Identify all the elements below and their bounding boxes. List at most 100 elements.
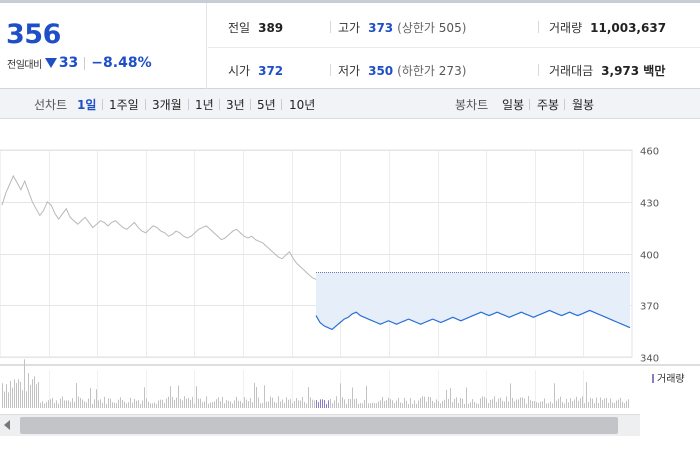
volume-bar (460, 398, 461, 408)
volume-bar (218, 397, 219, 408)
volume-bar (268, 401, 269, 408)
volume-bar (126, 403, 127, 408)
volume-bar (576, 396, 577, 408)
period-5y[interactable]: 5년 (257, 98, 276, 112)
candle-daily[interactable]: 일봉 (502, 98, 525, 112)
volume-bar (582, 396, 583, 408)
volume-bar (478, 403, 479, 408)
volume-bar (444, 399, 445, 408)
volume-bar (136, 400, 137, 408)
volume-bar (108, 398, 109, 408)
volume-bar (340, 383, 341, 408)
volume-bar (400, 402, 401, 408)
volume-bar (112, 402, 113, 408)
stat-prev-close: 전일 389 (228, 19, 283, 36)
volume-bar (558, 398, 559, 408)
volume-bar (410, 398, 411, 408)
stat-value: 373 (368, 20, 394, 35)
stat-value: 11,003,637 (590, 20, 667, 35)
volume-bar (462, 398, 463, 408)
volume-bar (146, 398, 147, 408)
volume-bar (38, 382, 39, 408)
volume-bar (510, 383, 511, 408)
volume-bar (88, 398, 89, 408)
volume-bar (196, 386, 197, 408)
stat-label: 시가 (228, 64, 251, 78)
volume-bar (542, 401, 543, 408)
volume-bar (372, 402, 373, 408)
volume-bar (182, 400, 183, 408)
volume-bar (418, 400, 419, 408)
column-divider (538, 64, 539, 76)
volume-bar (62, 396, 63, 408)
volume-bar (166, 398, 167, 408)
candle-chart-label: 봉차트 (455, 98, 489, 112)
scroll-left-arrow-icon[interactable] (4, 420, 10, 430)
volume-bar (612, 402, 613, 408)
volume-bar (322, 399, 323, 408)
volume-bar (316, 400, 317, 408)
volume-bar (282, 399, 283, 408)
current-price: 356 (6, 19, 61, 50)
volume-bar (190, 400, 191, 408)
volume-bar (124, 401, 125, 408)
stat-label: 고가 (338, 21, 361, 35)
volume-bar (468, 403, 469, 408)
volume-bar (524, 398, 525, 408)
volume-bar (364, 400, 365, 408)
period-3y[interactable]: 3년 (226, 98, 245, 112)
volume-bar (226, 400, 227, 408)
stats-divider (208, 47, 700, 48)
y-tick-label: 400 (640, 251, 659, 262)
volume-bar (342, 397, 343, 408)
volume-bar (428, 396, 429, 408)
scroll-thumb[interactable] (20, 417, 618, 434)
volume-bar (438, 401, 439, 408)
volume-bar (262, 402, 263, 408)
volume-bar (452, 402, 453, 408)
period-3m[interactable]: 3개월 (152, 98, 182, 112)
volume-bar (96, 389, 97, 408)
volume-bar (26, 391, 27, 408)
volume-bar (18, 379, 19, 408)
volume-bar (138, 400, 139, 408)
volume-bar (432, 400, 433, 408)
change-divider (84, 56, 86, 70)
volume-bar (168, 396, 169, 408)
volume-bar (394, 403, 395, 408)
period-10y[interactable]: 10년 (289, 98, 316, 112)
volume-bar (82, 399, 83, 408)
volume-bar (508, 401, 509, 408)
volume-bar (286, 397, 287, 408)
volume-bar (484, 396, 485, 408)
volume-bar (610, 398, 611, 408)
price-chart: 460 430 400 370 340 거래량 (0, 120, 700, 408)
volume-bar (402, 403, 403, 408)
candle-monthly[interactable]: 월봉 (572, 98, 595, 112)
volume-bar (434, 402, 435, 408)
period-1y[interactable]: 1년 (195, 98, 214, 112)
volume-bar (354, 399, 355, 408)
volume-bar (308, 387, 309, 408)
candle-weekly[interactable]: 주봉 (537, 98, 560, 112)
change-percent: −8.48% (91, 55, 152, 71)
volume-bar (392, 400, 393, 408)
volume-bar (186, 398, 187, 408)
period-1w[interactable]: 1주일 (109, 98, 139, 112)
volume-bar (328, 400, 329, 408)
volume-bar (534, 401, 535, 408)
volume-bar (346, 403, 347, 408)
stat-label: 전일 (228, 21, 251, 35)
volume-bar (8, 392, 9, 408)
chart-scrollbar[interactable] (0, 414, 640, 436)
volume-bar (216, 399, 217, 408)
volume-bar (2, 383, 3, 408)
volume-bar (498, 398, 499, 408)
volume-bar (212, 402, 213, 408)
volume-bar (92, 403, 93, 408)
volume-bar (560, 396, 561, 408)
volume-bar (320, 399, 321, 408)
period-1d[interactable]: 1일 (77, 98, 97, 112)
volume-bar (378, 401, 379, 408)
volume-bar (148, 401, 149, 408)
